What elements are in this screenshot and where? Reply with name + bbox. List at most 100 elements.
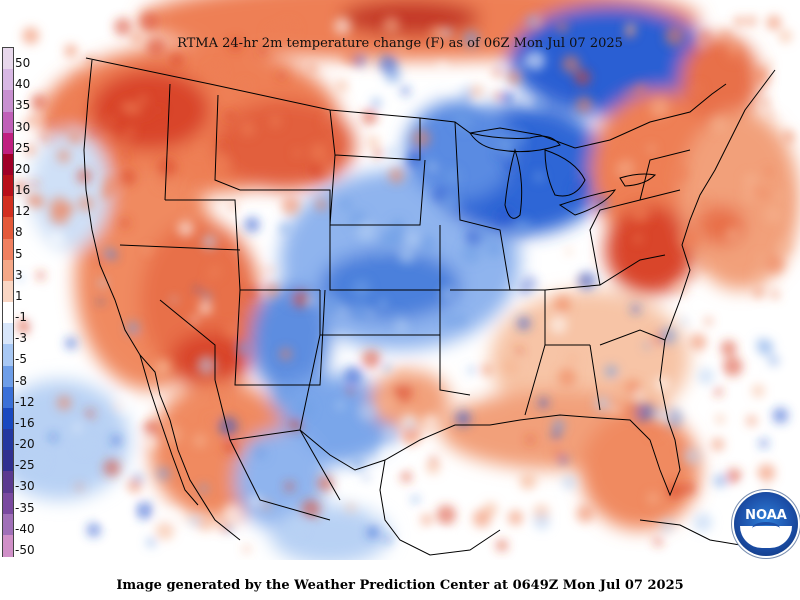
colorbar-label: 25 [15,140,31,155]
temperature-field [0,0,800,560]
temperature-speckle [253,446,268,460]
temperature-speckle [442,314,455,327]
temperature-speckle [751,66,771,85]
temperature-speckle [501,137,513,149]
temperature-speckle [219,141,228,150]
temperature-speckle [192,433,208,448]
temperature-speckle [551,429,562,440]
temperature-speckle [57,149,71,163]
temperature-speckle [426,460,441,475]
temperature-speckle [469,84,484,99]
temperature-speckle [765,190,773,198]
temperature-speckle [49,196,70,217]
temperature-speckle [502,358,519,376]
temperature-speckle [400,471,412,483]
field-pacific-north [30,130,110,250]
temperature-speckle [566,248,573,255]
temperature-speckle [343,366,363,385]
temperature-speckle [267,266,274,274]
temperature-speckle [444,168,461,185]
temperature-speckle [422,156,433,167]
temperature-speckle [526,281,536,292]
temperature-speckle [728,41,739,52]
colorbar-swatch [3,471,13,494]
colorbar-swatch [3,132,13,155]
temperature-speckle [533,171,545,183]
temperature-speckle [552,447,563,458]
lake-superior [468,132,561,153]
temperature-speckle [726,468,742,484]
colorbar-label: -30 [15,479,35,494]
temperature-speckle [768,355,780,367]
temperature-speckle [49,231,65,246]
colorbar-label: -3 [15,331,27,346]
field-canada-cool [510,5,710,115]
colorbar-swatch [3,344,13,367]
temperature-speckle [78,195,94,212]
temperature-speckle [157,157,177,177]
temperature-speckle [722,356,743,377]
temperature-speckle [228,38,242,52]
temperature-speckle [103,459,121,477]
temperature-speckle [467,366,476,374]
boundary-lines [83,57,776,556]
temperature-speckle [382,16,401,34]
temperature-speckle [367,526,379,539]
temperature-speckle [30,94,47,110]
temperature-speckle [333,17,351,35]
temperature-speckle [43,301,50,309]
temperature-speckle [371,97,382,109]
colorbar-swatch [3,69,13,92]
temperature-speckle [398,247,415,264]
temperature-speckle [56,395,72,411]
temperature-speckle [367,135,380,148]
temperature-speckle [120,169,136,186]
temperature-speckle [757,339,774,356]
temperature-speckle [207,272,215,280]
temperature-speckle [139,107,151,119]
temperature-speckle [454,314,467,327]
temperature-speckle [29,115,39,125]
temperature-speckle [713,387,723,397]
temperature-speckle [396,370,410,383]
temperature-speckle [17,275,24,282]
temperature-speckle [743,173,759,189]
temperature-speckle [243,546,250,553]
temperature-speckle [97,298,104,305]
temperature-speckle [690,333,707,351]
lake-ontario [619,173,657,187]
temperature-speckle [765,60,773,68]
temperature-speckle [341,46,361,65]
temperature-speckle [441,287,453,299]
temperature-speckle [492,67,503,78]
temperature-speckle [121,135,129,143]
temperature-speckle [756,254,765,263]
temperature-speckle [699,197,709,208]
temperature-speckle [65,337,77,350]
temperature-speckle [778,29,793,43]
temperature-speckle [126,321,140,335]
temperature-speckle [553,295,571,313]
temperature-speckle [462,93,473,104]
temperature-speckle [734,16,745,27]
temperature-speckle [223,439,238,454]
temperature-speckle [508,510,523,526]
temperature-speckle [475,391,482,399]
colorbar-swatch [3,302,13,324]
logo-text: NOAA [745,508,787,523]
temperature-speckle [697,40,707,50]
colorbar-label: 50 [15,56,31,70]
temperature-speckle [85,409,95,419]
temperature-speckle [308,63,318,73]
temperature-speckle [752,268,764,280]
temperature-speckle [523,97,532,106]
temperature-speckle [461,84,472,95]
temperature-speckle [113,393,133,414]
temperature-speckle [698,29,712,42]
state-lines-west [119,83,331,386]
temperature-speckle [566,353,578,365]
temperature-speckle [649,97,670,118]
temperature-speckle [351,458,364,471]
temperature-speckle [624,378,642,396]
noaa-logo: NOAA [734,492,798,556]
